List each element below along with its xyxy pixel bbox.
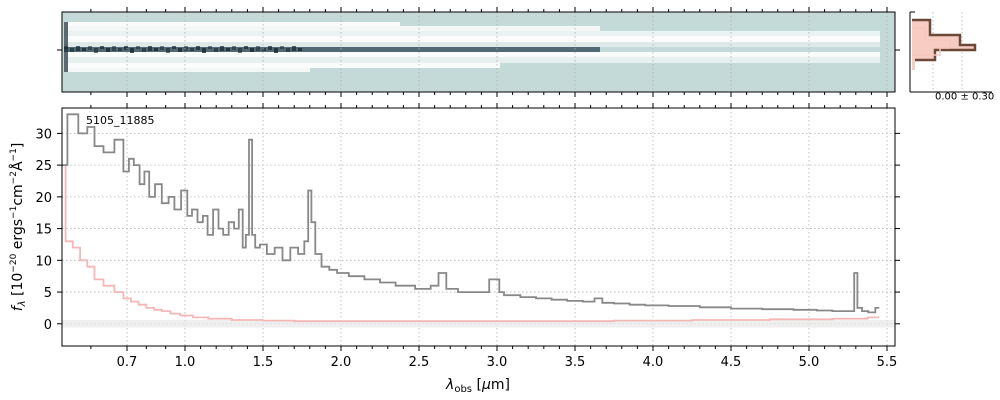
image-pixel <box>160 46 164 50</box>
image-row <box>64 63 500 68</box>
y-axis-title: fλ [10−20 ergs−1cm−2Å−1] <box>9 143 28 312</box>
2d-spectrum-grid <box>126 12 888 92</box>
y-tick-label: 5 <box>44 286 52 301</box>
image-pixel <box>154 48 158 51</box>
1d-spectrum-frame <box>61 107 896 347</box>
flux-spectrum-line <box>62 113 880 314</box>
object-label: 5105_11885 <box>86 114 155 127</box>
x-axis-title: λobs [μm] <box>445 377 510 395</box>
image-pixel <box>274 48 278 53</box>
image-row <box>64 36 880 42</box>
x-tick-label: 1.5 <box>253 355 274 370</box>
x-tick-label: 5.0 <box>799 355 820 370</box>
error-spectrum-line <box>62 164 880 323</box>
image-pixel <box>196 46 200 50</box>
y-tick-label: 20 <box>35 191 52 206</box>
image-row <box>64 26 600 31</box>
image-pixel <box>280 46 284 49</box>
image-edge <box>64 22 68 72</box>
x-tick-label: 2.5 <box>409 355 430 370</box>
zero-band <box>62 319 895 328</box>
image-pixel <box>226 48 230 51</box>
2d-spectrum-image <box>64 22 880 72</box>
image-pixel <box>292 46 296 51</box>
y-tick-label: 25 <box>35 159 52 174</box>
image-pixel <box>112 46 116 51</box>
1d-spectrum-grid <box>62 108 895 346</box>
2d-spectrum-panel <box>57 7 900 97</box>
image-pixel <box>298 48 302 51</box>
image-pixel <box>214 48 218 52</box>
image-pixel <box>286 48 290 52</box>
profile-model-line <box>912 27 951 56</box>
2d-spectrum-frame <box>61 11 896 93</box>
1d-spectrum-panel: 0.7 1.0 1.5 2.0 2.5 3.0 3.5 4.0 4.5 5.0 5.5 0 5 10 15… <box>9 103 900 395</box>
x-tick-label: 3.5 <box>565 355 586 370</box>
image-row <box>64 42 880 47</box>
image-pixel <box>178 48 182 52</box>
profile-fill <box>912 20 975 70</box>
image-pixel <box>148 46 152 51</box>
image-pixel <box>100 46 104 49</box>
image-pixel <box>250 48 254 52</box>
image-pixel <box>232 46 236 50</box>
image-pixel <box>94 48 98 53</box>
y-tick-label: 30 <box>35 127 52 142</box>
image-pixel <box>202 48 206 53</box>
image-pixel <box>142 48 146 52</box>
image-pixel <box>124 46 128 50</box>
spectrum-series <box>62 113 880 323</box>
profile-label: 0.00 ± 0.30 <box>935 91 994 102</box>
x-tick-label: 3.0 <box>487 355 508 370</box>
2d-spectrum-ticks <box>57 7 900 97</box>
image-pixel <box>208 46 212 49</box>
profile-grid <box>932 12 963 92</box>
x-axis-ticks: 0.7 1.0 1.5 2.0 2.5 3.0 3.5 4.0 4.5 5.0 5.5 <box>90 103 898 370</box>
image-row <box>64 47 600 52</box>
image-row <box>64 68 310 72</box>
image-pixel <box>190 48 194 51</box>
image-pixel <box>220 46 224 51</box>
image-row <box>64 31 880 36</box>
spatial-profile-panel: 0.00 ± 0.30 <box>909 11 994 102</box>
x-tick-label: 1.0 <box>175 355 196 370</box>
image-pixel <box>118 48 122 51</box>
image-pixel <box>184 46 188 51</box>
y-tick-label: 10 <box>35 254 52 269</box>
image-pixel <box>70 48 74 52</box>
x-tick-label: 5.5 <box>877 355 898 370</box>
y-tick-label: 15 <box>35 223 52 238</box>
image-pixel <box>82 48 86 51</box>
image-pixel <box>106 48 110 52</box>
y-tick-label: 0 <box>44 318 52 333</box>
image-row <box>64 22 400 26</box>
image-pixel <box>172 46 176 49</box>
image-pixel <box>238 48 242 53</box>
x-tick-label: 4.5 <box>721 355 742 370</box>
image-pixel <box>262 48 266 51</box>
x-tick-label: 2.0 <box>331 355 352 370</box>
image-pixel <box>256 46 260 51</box>
image-pixel <box>244 46 248 49</box>
image-row <box>64 52 880 57</box>
image-pixel <box>136 46 140 49</box>
image-pixel <box>130 48 134 53</box>
image-pixel <box>76 46 80 51</box>
x-tick-label: 4.0 <box>643 355 664 370</box>
image-pixel <box>166 48 170 53</box>
image-row <box>64 57 880 63</box>
image-pixel <box>268 46 272 50</box>
profile-curves <box>912 18 977 70</box>
image-pixel <box>88 46 92 50</box>
x-tick-label: 0.7 <box>117 355 138 370</box>
y-axis-ticks: 0 5 10 15 20 25 30 <box>35 127 900 333</box>
